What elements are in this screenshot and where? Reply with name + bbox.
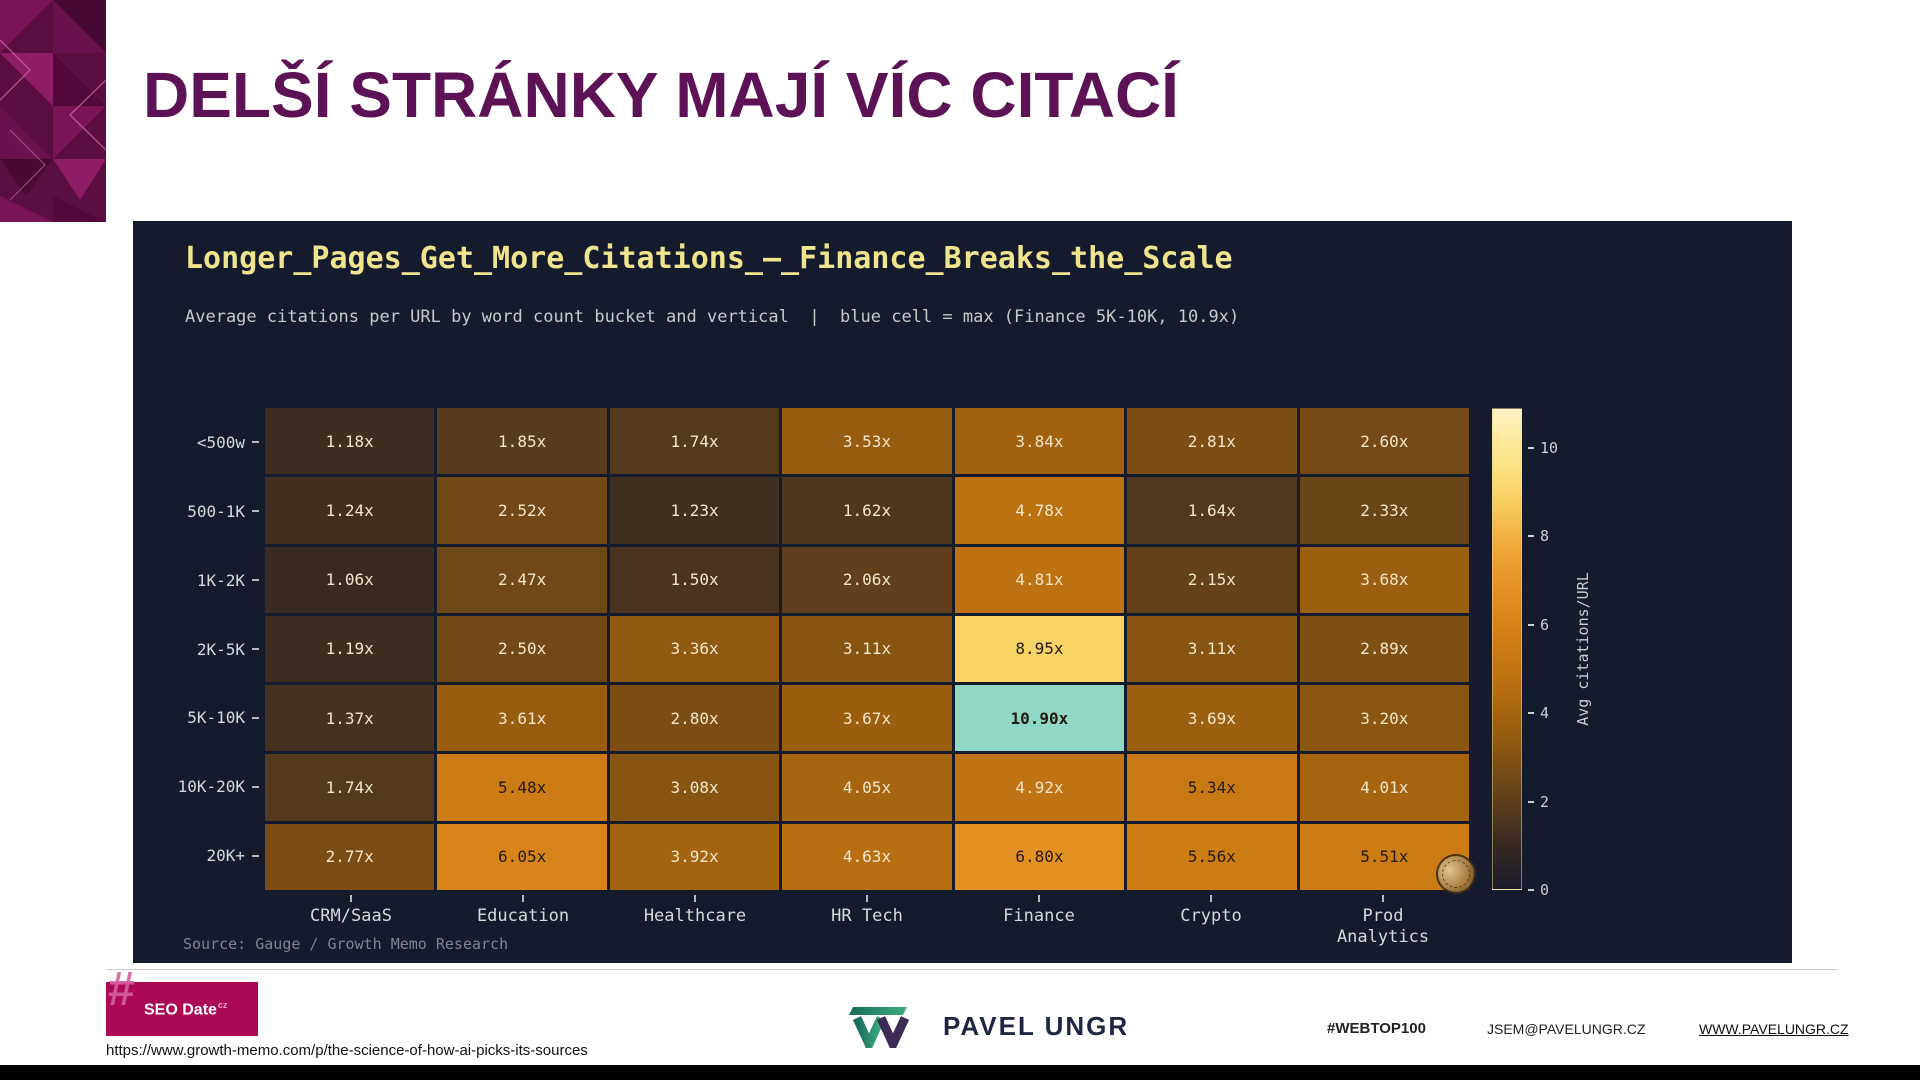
heatmap-cell: 3.08x: [609, 754, 780, 821]
slide-title: DELŠÍ STRÁNKY MAJÍ VÍC CITACÍ: [143, 59, 1179, 131]
heatmap-cell: 4.05x: [782, 754, 952, 821]
heatmap-cell: 3.36x: [609, 615, 780, 683]
heatmap-cell: 4.81x: [954, 546, 1125, 613]
heatmap-cell: 2.60x: [1299, 408, 1469, 475]
heatmap-cell: 1.18x: [265, 408, 435, 475]
heatmap-cell: 1.24x: [265, 477, 435, 544]
heatmap-cell: 2.15x: [1127, 546, 1297, 613]
heatmap-cell: 3.92x: [609, 823, 780, 890]
heatmap-cell: 1.64x: [1127, 477, 1297, 544]
heatmap-grid: 1.18x 1.85x 1.74x 3.53x 3.84x 2.81x 2.60x 1.24x…: [265, 408, 1469, 890]
brand-name: PAVEL UNGR: [943, 1010, 1130, 1041]
heatmap-cell: 4.78x: [954, 477, 1125, 544]
heatmap-cell: 2.77x: [265, 823, 435, 890]
colorbar-tick: 10: [1528, 439, 1558, 457]
heatmap-cell: 2.33x: [1299, 477, 1469, 544]
badge-suffix: cz: [217, 1000, 228, 1010]
hash-icon: #: [108, 963, 135, 1016]
heatmap-col-labels: CRM/SaaS Education Healthcare HR Tech Financ…: [265, 895, 1469, 949]
chart-panel: Longer_Pages_Get_More_Citations_–_Financ…: [133, 221, 1792, 963]
heatmap-cell: 2.89x: [1299, 615, 1469, 683]
heatmap-cell: 3.61x: [437, 685, 607, 752]
decorative-pattern: [0, 0, 106, 222]
badge-label-text: SEO Date: [144, 1001, 217, 1019]
colorbar-tick: 4: [1528, 704, 1549, 722]
heatmap-col-label: Education: [437, 895, 609, 949]
heatmap-cell: 1.74x: [609, 408, 780, 475]
colorbar-tick: 0: [1528, 881, 1549, 899]
colorbar-tick: 8: [1528, 527, 1549, 545]
page-url: https://www.growth-memo.com/p/the-scienc…: [106, 1042, 588, 1059]
heatmap-cell: 1.06x: [265, 546, 435, 613]
heatmap-cell: 2.81x: [1127, 408, 1297, 475]
heatmap-cell: 3.67x: [782, 685, 952, 752]
heatmap-cell: 1.50x: [609, 546, 780, 613]
heatmap-cell: 1.74x: [265, 754, 435, 821]
heatmap-cell: 3.68x: [1299, 546, 1469, 613]
triangle-pattern-icon: [0, 0, 106, 222]
heatmap-cell: 2.06x: [782, 546, 952, 613]
heatmap-cell: 1.85x: [437, 408, 607, 475]
heatmap-cell: 5.34x: [1127, 754, 1297, 821]
heatmap-row-label: <500w: [133, 408, 259, 477]
heatmap-row-label: 2K-5K: [133, 615, 259, 684]
heatmap-col-label: Finance: [953, 895, 1125, 949]
colorbar-tick: 2: [1528, 793, 1549, 811]
heatmap-cell: 2.50x: [437, 615, 607, 683]
badge-label: SEO Datecz: [144, 1000, 227, 1019]
heatmap-row-label: 500-1K: [133, 477, 259, 546]
heatmap-col-label: CRM/SaaS: [265, 895, 437, 949]
heatmap-cell: 2.52x: [437, 477, 607, 544]
heatmap-cell: 1.19x: [265, 615, 435, 683]
heatmap-cell: 3.84x: [954, 408, 1125, 475]
heatmap-col-label: Crypto: [1125, 895, 1297, 949]
heatmap-cell: 5.48x: [437, 754, 607, 821]
watermark-ring-icon: [1439, 857, 1473, 891]
colorbar-ticks: 0 2 4 6 8 10: [1528, 408, 1598, 899]
heatmap-row-label: 5K-10K: [133, 683, 259, 752]
email-label: JSEM@PAVELUNGR.CZ: [1487, 1021, 1646, 1037]
heatmap-cell: 1.37x: [265, 685, 435, 752]
heatmap-cell: 3.20x: [1299, 685, 1469, 752]
heatmap-cell: 3.69x: [1127, 685, 1297, 752]
brand-logo-block: PAVEL UNGR: [845, 1004, 1129, 1048]
chart-source: Source: Gauge / Growth Memo Research: [183, 935, 509, 953]
colorbar-tick: 6: [1528, 616, 1549, 634]
heatmap-row-label: 10K-20K: [133, 752, 259, 821]
heatmap-cell: 5.56x: [1127, 823, 1297, 890]
heatmap-cell: 4.63x: [782, 823, 952, 890]
footer-divider: [106, 969, 1837, 970]
heatmap-row-label: 1K-2K: [133, 546, 259, 615]
bottom-bar: [0, 1065, 1920, 1080]
heatmap-cell: 4.01x: [1299, 754, 1469, 821]
pavel-ungr-w-logo-icon: [845, 1004, 929, 1048]
heatmap-row-label: 20K+: [133, 821, 259, 890]
heatmap-cell: 2.80x: [609, 685, 780, 752]
heatmap-cell: 8.95x: [954, 615, 1125, 683]
heatmap-cell: 4.92x: [954, 754, 1125, 821]
heatmap-cell: 1.23x: [609, 477, 780, 544]
heatmap-cell: 6.80x: [954, 823, 1125, 890]
heatmap-cell: 3.11x: [1127, 615, 1297, 683]
heatmap-cell: 3.11x: [782, 615, 952, 683]
heatmap-row-labels: <500w 500-1K 1K-2K 2K-5K 5K-10K 10K-20K 20K+: [133, 408, 259, 890]
heatmap-cell: 1.62x: [782, 477, 952, 544]
chart-subtitle: Average citations per URL by word count …: [185, 307, 1240, 327]
heatmap-cell: 2.47x: [437, 546, 607, 613]
colorbar: [1492, 408, 1522, 890]
colorbar-label: Avg citations/URL: [1574, 572, 1592, 726]
heatmap-col-label: HR Tech: [781, 895, 953, 949]
heatmap-cell: 6.05x: [437, 823, 607, 890]
heatmap-cell: 10.90x: [954, 685, 1125, 752]
heatmap-cell: 3.53x: [782, 408, 952, 475]
website-link[interactable]: WWW.PAVELUNGR.CZ: [1699, 1021, 1849, 1037]
chart-title: Longer_Pages_Get_More_Citations_–_Financ…: [185, 241, 1233, 276]
seo-date-badge: # SEO Datecz: [106, 966, 258, 1036]
hashtag-label: #WEBTOP100: [1327, 1020, 1426, 1037]
heatmap-col-label: Prod Analytics: [1297, 895, 1469, 949]
heatmap-col-label: Healthcare: [609, 895, 781, 949]
